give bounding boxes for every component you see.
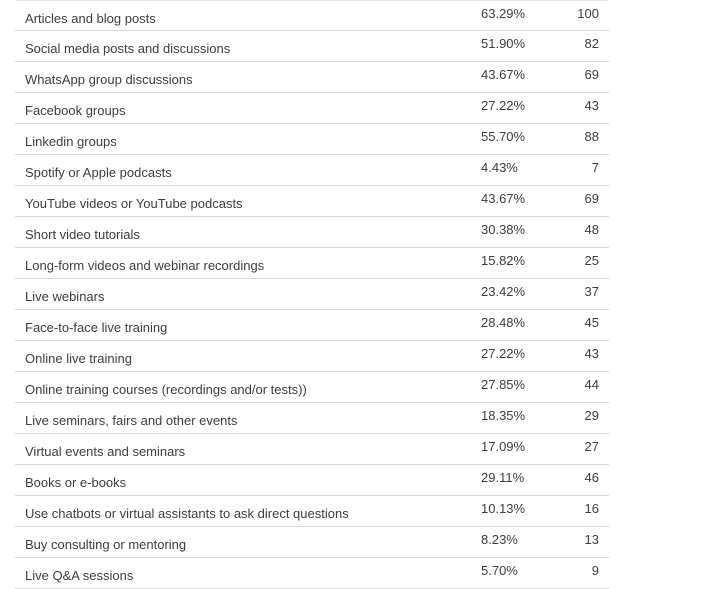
table-row: Face-to-face live training 28.48% 45 xyxy=(15,310,609,341)
row-label: Buy consulting or mentoring xyxy=(25,537,187,552)
row-count: 29 xyxy=(584,408,599,423)
row-percent: 63.29% xyxy=(481,6,526,21)
row-label: WhatsApp group discussions xyxy=(25,72,193,87)
row-label: Linkedin groups xyxy=(25,134,117,149)
row-count: 45 xyxy=(584,315,599,330)
row-label: Use chatbots or virtual assistants to as… xyxy=(25,506,349,521)
table-row: Articles and blog posts 63.29% 100 xyxy=(15,0,609,31)
row-count: 88 xyxy=(584,129,599,144)
row-label: Social media posts and discussions xyxy=(25,41,231,56)
survey-results-table: Articles and blog posts 63.29% 100 Socia… xyxy=(15,0,609,589)
row-label: Live Q&A sessions xyxy=(25,568,134,583)
row-label: Online training courses (recordings and/… xyxy=(25,382,307,397)
row-label: Online live training xyxy=(25,351,132,366)
row-count: 9 xyxy=(591,563,599,578)
row-count: 69 xyxy=(584,67,599,82)
row-percent: 23.42% xyxy=(481,284,526,299)
table-row: Long-form videos and webinar recordings … xyxy=(15,248,609,279)
row-count: 43 xyxy=(584,346,599,361)
row-percent: 55.70% xyxy=(481,129,526,144)
row-percent: 27.85% xyxy=(481,377,526,392)
row-percent: 15.82% xyxy=(481,253,526,268)
row-count: 100 xyxy=(577,6,599,21)
row-percent: 17.09% xyxy=(481,439,526,454)
row-percent: 51.90% xyxy=(481,36,526,51)
row-percent: 10.13% xyxy=(481,501,526,516)
row-percent: 8.23% xyxy=(481,532,518,547)
row-percent: 43.67% xyxy=(481,191,526,206)
row-label: Short video tutorials xyxy=(25,227,140,242)
row-count: 25 xyxy=(584,253,599,268)
table-row: Buy consulting or mentoring 8.23% 13 xyxy=(15,527,609,558)
row-label: Articles and blog posts xyxy=(25,11,156,26)
row-label: Spotify or Apple podcasts xyxy=(25,165,172,180)
table-row: Spotify or Apple podcasts 4.43% 7 xyxy=(15,155,609,186)
row-percent: 27.22% xyxy=(481,346,526,361)
row-count: 69 xyxy=(584,191,599,206)
row-percent: 5.70% xyxy=(481,563,518,578)
row-count: 48 xyxy=(584,222,599,237)
table-row: Books or e-books 29.11% 46 xyxy=(15,465,609,496)
row-label: Live webinars xyxy=(25,289,105,304)
table-row: Short video tutorials 30.38% 48 xyxy=(15,217,609,248)
row-count: 37 xyxy=(584,284,599,299)
table-row: Live seminars, fairs and other events 18… xyxy=(15,403,609,434)
table-row: Online live training 27.22% 43 xyxy=(15,341,609,372)
row-count: 27 xyxy=(584,439,599,454)
row-count: 7 xyxy=(591,160,599,175)
table-row: Use chatbots or virtual assistants to as… xyxy=(15,496,609,527)
row-count: 13 xyxy=(584,532,599,547)
table-row: Online training courses (recordings and/… xyxy=(15,372,609,403)
table-row: Linkedin groups 55.70% 88 xyxy=(15,124,609,155)
row-percent: 30.38% xyxy=(481,222,526,237)
row-label: Books or e-books xyxy=(25,475,127,490)
row-percent: 27.22% xyxy=(481,98,526,113)
row-percent: 43.67% xyxy=(481,67,526,82)
table-row: Facebook groups 27.22% 43 xyxy=(15,93,609,124)
table-row: Social media posts and discussions 51.90… xyxy=(15,31,609,62)
row-percent: 18.35% xyxy=(481,408,526,423)
row-count: 82 xyxy=(584,36,599,51)
row-label: YouTube videos or YouTube podcasts xyxy=(25,196,243,211)
row-percent: 29.11% xyxy=(481,470,525,485)
table-row: Live Q&A sessions 5.70% 9 xyxy=(15,558,609,589)
row-label: Virtual events and seminars xyxy=(25,444,186,459)
row-label: Live seminars, fairs and other events xyxy=(25,413,238,428)
table-row: YouTube videos or YouTube podcasts 43.67… xyxy=(15,186,609,217)
table-row: Virtual events and seminars 17.09% 27 xyxy=(15,434,609,465)
row-count: 44 xyxy=(584,377,599,392)
row-count: 16 xyxy=(584,501,599,516)
row-percent: 28.48% xyxy=(481,315,526,330)
table-row: WhatsApp group discussions 43.67% 69 xyxy=(15,62,609,93)
row-label: Face-to-face live training xyxy=(25,320,168,335)
row-count: 43 xyxy=(584,98,599,113)
row-label: Facebook groups xyxy=(25,103,126,118)
row-label: Long-form videos and webinar recordings xyxy=(25,258,265,273)
row-percent: 4.43% xyxy=(481,160,518,175)
table-row: Live webinars 23.42% 37 xyxy=(15,279,609,310)
row-count: 46 xyxy=(584,470,599,485)
